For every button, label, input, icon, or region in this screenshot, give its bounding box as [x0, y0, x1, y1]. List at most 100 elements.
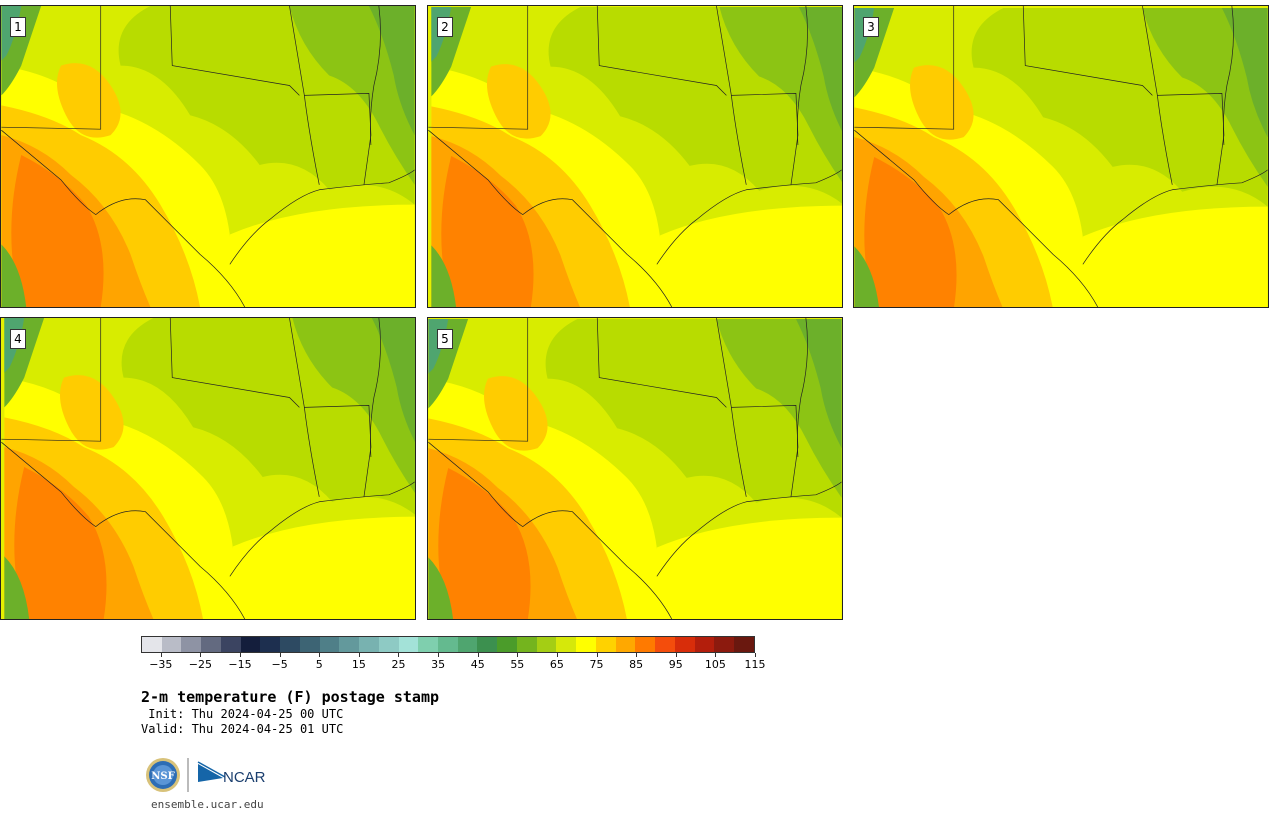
colorbar-tick — [636, 653, 638, 657]
state-border — [656, 169, 842, 265]
state-border — [229, 169, 415, 265]
colorbar-tick-label: 45 — [470, 658, 485, 671]
state-border — [304, 407, 320, 497]
colorbar-tick — [556, 653, 558, 657]
colorbar-swatch — [477, 637, 498, 652]
colorbar-tick — [517, 653, 519, 657]
gulf-warm — [229, 204, 415, 307]
colorbar-swatch — [240, 637, 261, 652]
colorbar-swatch — [299, 637, 320, 652]
colorbar-swatch — [438, 637, 458, 652]
member-map-5 — [428, 318, 842, 619]
state-border — [854, 6, 955, 130]
gulf-warm — [656, 517, 842, 619]
ncar-logo-icon: NCAR — [197, 761, 266, 786]
ncar-logo-text: NCAR — [223, 769, 266, 786]
colorbar-tick-label: 105 — [704, 658, 726, 671]
site-url: ensemble.ucar.edu — [151, 798, 264, 811]
colorbar-swatch — [359, 637, 379, 652]
colorbar-swatch — [418, 637, 439, 652]
product-title: 2-m temperature (F) postage stamp — [141, 688, 440, 706]
hottest-zone — [14, 467, 107, 619]
colorbar-tick-label: 95 — [668, 658, 683, 671]
state-border — [428, 6, 529, 130]
state-border — [289, 6, 372, 185]
gulf-warm — [1082, 206, 1268, 307]
hot-pocket-north — [910, 65, 974, 140]
colorbar-swatch — [556, 637, 577, 652]
colorbar-tick — [160, 653, 162, 657]
cool-zone-southwest — [1, 244, 27, 307]
sponsor-logos: NSF NCAR — [146, 758, 266, 792]
colorbar-tick-label: −5 — [271, 658, 288, 671]
state-border — [1157, 95, 1173, 185]
colorbar-swatch — [220, 637, 241, 652]
nsf-logo-text: NSF — [151, 771, 174, 782]
colorbar-tick-label: −25 — [188, 658, 213, 671]
temperature-field — [854, 7, 1268, 307]
member-label: 3 — [863, 17, 879, 37]
state-border — [1, 129, 246, 307]
state-border — [289, 318, 372, 497]
colorbar-swatch — [398, 637, 419, 652]
state-border — [797, 318, 808, 458]
temperature-field — [1, 6, 415, 307]
colorbar-tick — [477, 653, 479, 657]
member-panel-4: 4 — [0, 317, 416, 620]
colorbar-tick-label: 85 — [629, 658, 644, 671]
state-border — [1223, 6, 1234, 146]
colorbar-tick — [755, 653, 756, 657]
colorbar-swatch — [714, 637, 735, 652]
state-border — [169, 6, 300, 96]
colorbar-tick — [715, 653, 717, 657]
colorbar-swatch — [635, 637, 656, 652]
state-border — [1, 6, 102, 130]
member-map-4 — [1, 318, 415, 619]
valid-time: Valid: Thu 2024-04-25 01 UTC — [141, 722, 344, 736]
state-border — [428, 441, 673, 619]
colorbar-swatch — [497, 637, 517, 652]
state-border — [304, 95, 320, 185]
cooler-zone-east — [1221, 7, 1268, 138]
state-border — [428, 129, 673, 307]
colorbar-swatch — [319, 637, 340, 652]
hottest-zone — [438, 468, 531, 619]
cool-zone-east — [1142, 7, 1268, 187]
member-panel-3: 3 — [853, 5, 1269, 308]
colorbar-swatch — [595, 637, 616, 652]
state-border — [656, 481, 842, 577]
colorbar-swatch — [516, 637, 537, 652]
nsf-logo-icon: NSF — [146, 758, 180, 792]
cooler-zone-east — [798, 6, 842, 132]
hot-pocket-north — [486, 64, 551, 139]
member-map-2 — [428, 6, 842, 307]
colorbar-tick-label: 65 — [549, 658, 564, 671]
colorbar-swatch — [201, 637, 221, 652]
colorbar-tick — [398, 653, 400, 657]
colorbar-swatch — [339, 637, 360, 652]
colorbar-swatch — [694, 637, 715, 652]
cool-zone-east — [292, 318, 415, 494]
colorbar-swatch — [615, 637, 636, 652]
member-label: 5 — [437, 329, 453, 349]
cooler-zone-east — [371, 318, 415, 443]
colorbar-swatch — [576, 637, 596, 652]
gulf-warm — [232, 516, 415, 619]
state-border — [370, 6, 381, 146]
init-time: Init: Thu 2024-04-25 00 UTC — [141, 707, 344, 721]
colorbar-swatch — [734, 637, 754, 652]
state-border — [1, 318, 102, 442]
colorbar-swatch — [260, 637, 281, 652]
colorbar-tick-label: 75 — [589, 658, 604, 671]
state-border — [716, 318, 799, 497]
member-label: 4 — [10, 329, 26, 349]
colorbar-swatch — [655, 637, 675, 652]
cooler-zone-east — [795, 318, 842, 449]
colorbar-tick-label: 5 — [315, 658, 323, 671]
state-border — [428, 318, 529, 442]
state-border — [731, 407, 747, 497]
colorbar-tick-label: 15 — [351, 658, 366, 671]
state-border — [1022, 6, 1153, 96]
state-border — [596, 6, 727, 96]
state-border — [169, 318, 300, 408]
